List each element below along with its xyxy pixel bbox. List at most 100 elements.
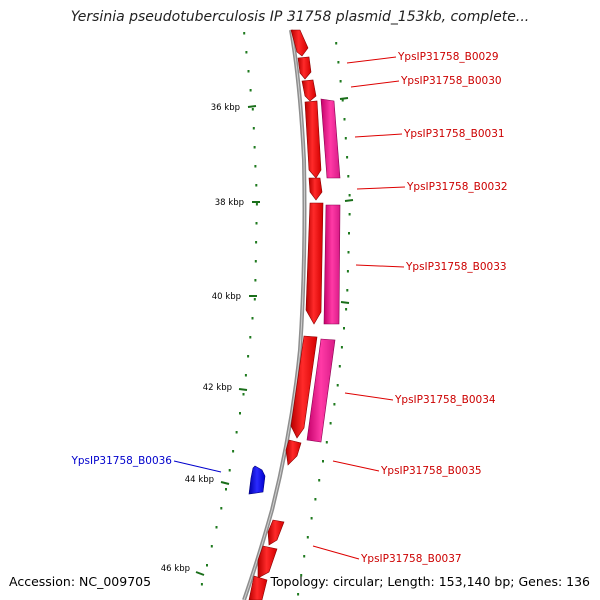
tick-dot <box>303 555 306 558</box>
tick-dot <box>235 431 238 434</box>
gene-label-B0029[interactable]: YpsIP31758_B0029 <box>397 51 499 63</box>
gene-B0037-arrow-b[interactable] <box>257 545 278 579</box>
gene-B0034-arrow[interactable] <box>290 335 318 439</box>
tick-dot <box>347 175 350 178</box>
tick-dot <box>336 384 339 387</box>
tick-dot <box>297 593 300 596</box>
tick-dot <box>228 469 231 472</box>
tick-label-46kbp: 46 kbp <box>161 564 190 574</box>
tick-dot <box>255 184 258 187</box>
tick-dot <box>343 118 346 121</box>
tick-dot <box>247 70 250 73</box>
tick-label-38kbp: 38 kbp <box>215 198 244 208</box>
gene-B0033-pink[interactable] <box>323 204 341 325</box>
tick-dot <box>344 137 347 140</box>
tick-36kbp <box>247 105 257 108</box>
outer-dashes <box>339 97 354 304</box>
tick-dot <box>239 412 241 415</box>
gene-B0030-arrow[interactable] <box>301 79 317 102</box>
gene-B0031-arrow[interactable] <box>304 100 322 179</box>
gene-B0037-arrow-a[interactable] <box>267 519 285 546</box>
tick-dot <box>300 574 303 577</box>
tick-dot <box>318 479 321 482</box>
tick-42kbp <box>238 388 248 391</box>
tick-dot <box>200 583 203 586</box>
tick-dot <box>348 213 351 216</box>
gene-label-B0037[interactable]: YpsIP31758_B0037 <box>360 553 462 565</box>
gene-B0031-pink[interactable] <box>320 98 341 179</box>
tick-dot <box>252 127 255 130</box>
gene-label-B0036[interactable]: YpsIP31758_B0036 <box>70 455 172 467</box>
backbone-ring <box>242 29 307 600</box>
tick-dot <box>255 241 258 244</box>
tick-dot <box>310 517 313 520</box>
gene-label-B0033[interactable]: YpsIP31758_B0033 <box>405 261 507 273</box>
tick-dot <box>255 222 258 225</box>
tick-dot <box>325 441 328 444</box>
topology-summary: Topology: circular; Length: 153,140 bp; … <box>270 574 591 589</box>
tick-dot <box>251 317 254 320</box>
tick-dot <box>255 203 258 206</box>
tick-dot <box>253 298 256 301</box>
tick-dots-outer <box>297 42 351 596</box>
tick-dot <box>335 42 338 45</box>
tick-label-42kbp: 42 kbp <box>203 383 232 393</box>
gene-label-B0032[interactable]: YpsIP31758_B0032 <box>406 181 508 193</box>
tick-dot <box>314 498 317 501</box>
tick-dot <box>244 374 247 377</box>
gene-label-B0030[interactable]: YpsIP31758_B0030 <box>400 75 502 87</box>
tick-dots-inner <box>200 32 258 586</box>
forward-track <box>248 29 324 600</box>
backbone-ring-highlight <box>243 29 305 600</box>
tick-dot <box>247 355 250 358</box>
tick-dot <box>348 194 351 197</box>
tick-label-36kbp: 36 kbp <box>211 103 240 113</box>
tick-dot <box>339 80 342 83</box>
tick-dot <box>245 51 248 54</box>
tick-dot <box>338 365 341 368</box>
scale-ticks <box>195 105 260 576</box>
tick-dot <box>306 536 309 539</box>
tick-dot <box>340 346 343 349</box>
gene-label-B0031[interactable]: YpsIP31758_B0031 <box>403 128 505 140</box>
gene-B0032-arrow[interactable] <box>308 177 323 201</box>
tick-dot <box>249 89 252 92</box>
map-title: Yersinia pseudotuberculosis IP 31758 pla… <box>70 9 530 25</box>
tick-dot <box>220 507 223 510</box>
gene-B0035-arrow[interactable] <box>285 439 302 466</box>
tick-dot <box>210 545 213 548</box>
tick-dot <box>215 526 218 529</box>
tick-dot <box>251 108 254 111</box>
tick-dot <box>254 260 257 263</box>
tick-44kbp <box>220 481 230 485</box>
forward-track-secondary <box>306 98 341 443</box>
tick-dot <box>348 232 350 235</box>
tick-dot <box>346 289 349 292</box>
tick-dot <box>341 99 344 102</box>
accession-text: Accession: NC_009705 <box>9 574 152 589</box>
tick-dot <box>333 403 336 406</box>
tick-dot <box>243 32 246 35</box>
label-leaders <box>173 56 406 560</box>
tick-dot <box>345 308 348 311</box>
tick-dot <box>337 61 340 64</box>
gene-B0028-arrow[interactable] <box>290 29 309 57</box>
gene-B0033-arrow[interactable] <box>305 202 324 325</box>
tick-dot <box>346 156 349 159</box>
tick-dot <box>225 488 227 491</box>
gene-B0034-pink[interactable] <box>306 338 336 443</box>
gene-label-B0034[interactable]: YpsIP31758_B0034 <box>394 394 496 406</box>
tick-dot <box>322 460 324 463</box>
gene-label-B0035[interactable]: YpsIP31758_B0035 <box>380 465 482 477</box>
tick-dot <box>232 450 235 453</box>
gene-B0029-arrow[interactable] <box>297 56 312 80</box>
gene-B0036-arrow[interactable] <box>248 465 266 495</box>
tick-dot <box>346 270 349 273</box>
tick-dot <box>206 564 208 567</box>
tick-label-44kbp: 44 kbp <box>185 475 214 485</box>
tick-dot <box>253 146 256 149</box>
tick-dot <box>249 336 252 339</box>
gene-B0038-arrow[interactable] <box>248 575 268 600</box>
tick-label-40kbp: 40 kbp <box>212 292 241 302</box>
